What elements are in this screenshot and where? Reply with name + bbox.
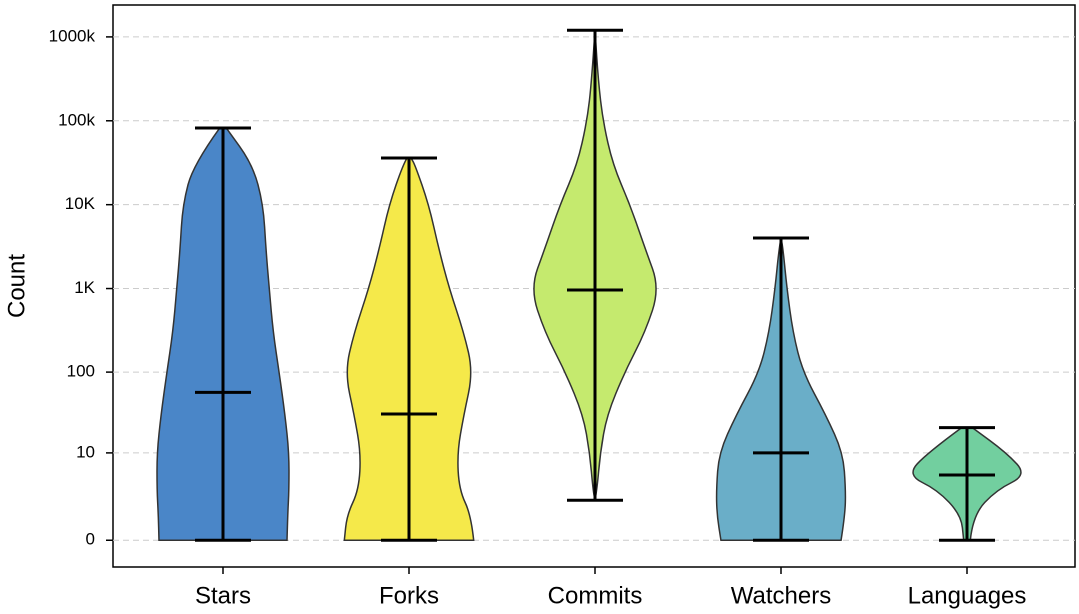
x-tick-label: Commits [548, 582, 643, 609]
y-tick-label: 10K [65, 194, 96, 213]
plot-frame [112, 4, 1076, 568]
x-tick-label: Watchers [731, 582, 831, 609]
x-tick-label: Languages [908, 582, 1027, 609]
y-tick-label: 0 [86, 530, 95, 549]
x-tick-label: Forks [379, 582, 439, 609]
y-tick-label: 100 [67, 362, 95, 381]
y-tick-label: 1K [74, 278, 95, 297]
y-tick-label: 10 [76, 442, 95, 461]
y-tick-label: 1000k [49, 26, 96, 45]
y-tick-label: 100k [58, 110, 95, 129]
x-tick-label: Stars [195, 582, 251, 609]
y-axis-label: Count [3, 254, 30, 318]
